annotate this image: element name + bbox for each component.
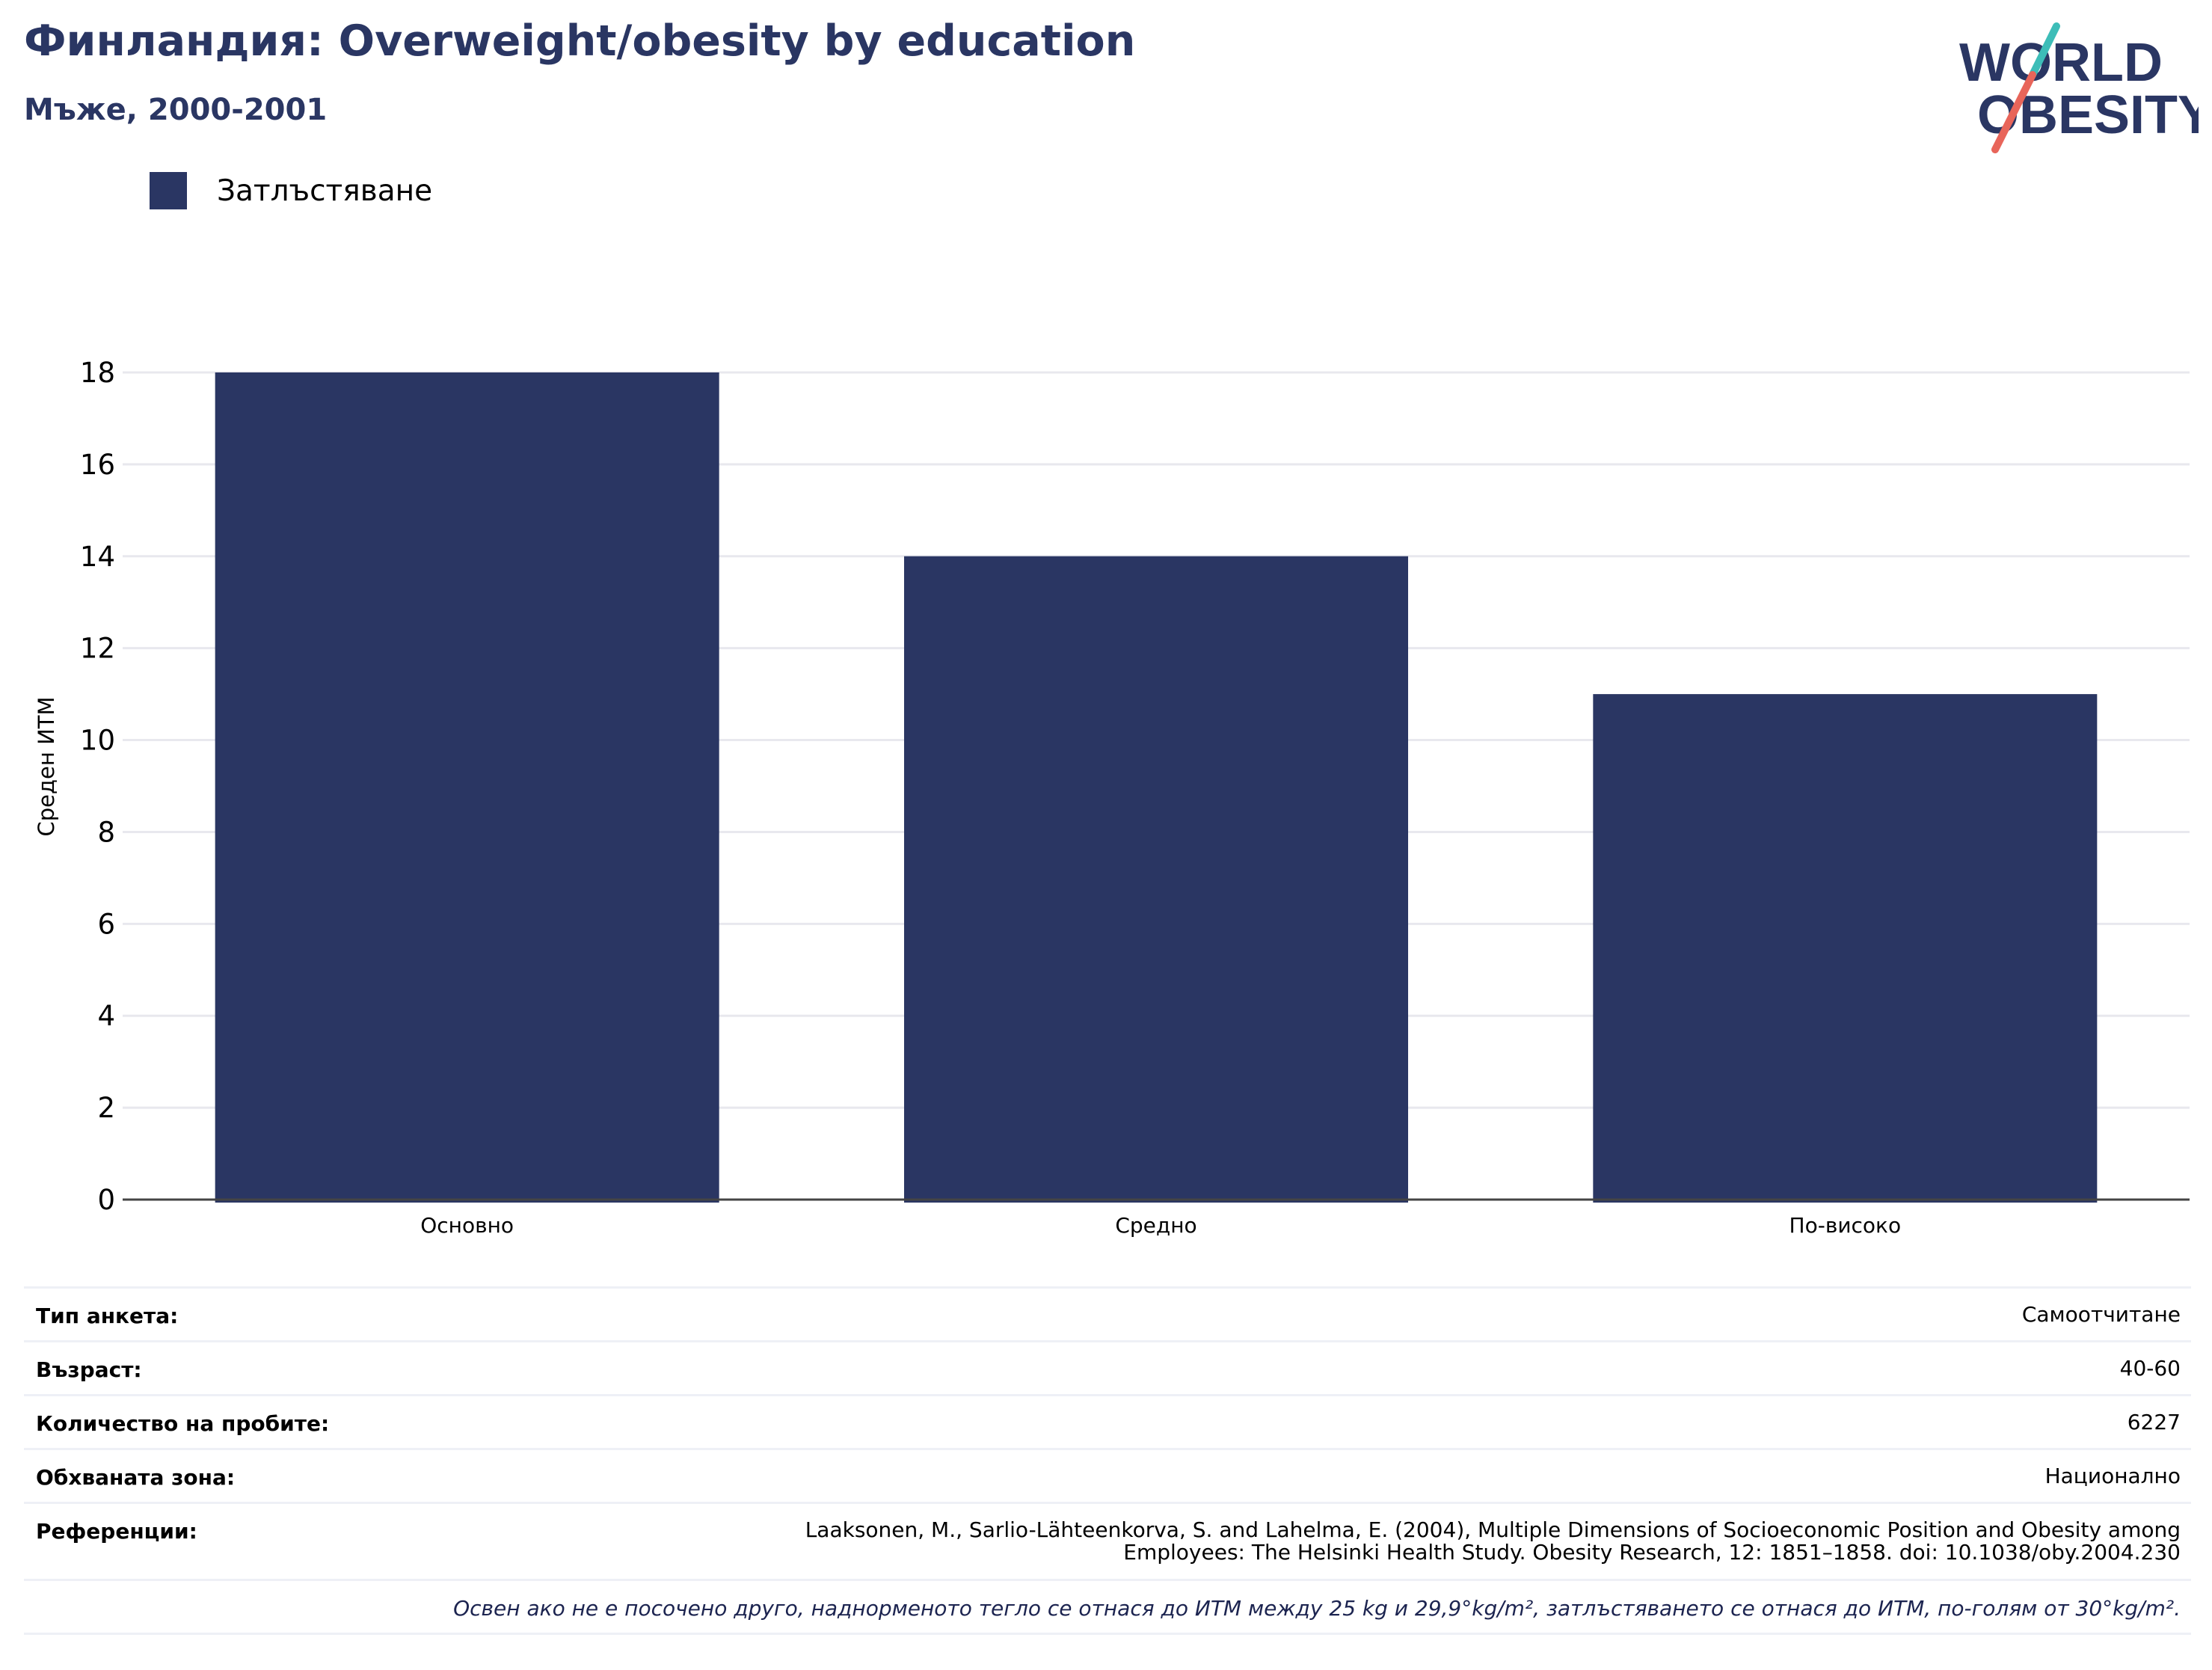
- y-tick-label: 18: [80, 357, 115, 389]
- meta-row-footnote: Освен ако не е посочено друго, наднормен…: [24, 1579, 2191, 1635]
- legend-swatch: [150, 172, 187, 209]
- chart-subtitle: Мъже, 2000-2001: [24, 93, 328, 127]
- meta-row-references: Референции: Laaksonen, M., Sarlio-Lähtee…: [24, 1502, 2191, 1579]
- meta-row-area: Обхваната зона: Национално: [24, 1448, 2191, 1502]
- meta-value-sample-size: 6227: [2127, 1410, 2181, 1434]
- y-tick-label: 0: [97, 1184, 115, 1216]
- meta-value-references: Laaksonen, M., Sarlio-Lähteenkorva, S. a…: [805, 1519, 2181, 1564]
- meta-row-age: Възраст: 40-60: [24, 1340, 2191, 1394]
- reference-line-2: Employees: The Helsinki Health Study. Ob…: [1123, 1540, 2181, 1565]
- bar-chart: 0 2 4 6 8 10 12 14 16 18 Основно Средно По-високо: [80, 357, 2190, 1238]
- y-tick-label: 4: [97, 1000, 115, 1032]
- meta-key-area: Обхваната зона:: [36, 1465, 236, 1490]
- x-tick-label: Основно: [420, 1213, 514, 1238]
- meta-row-survey-type: Тип анкета: Самоотчитане: [24, 1286, 2191, 1340]
- metadata-table: Тип анкета: Самоотчитане Възраст: 40-60 …: [24, 1286, 2191, 1635]
- y-tick-label: 8: [97, 816, 115, 848]
- meta-row-sample-size: Количество на пробите: 6227: [24, 1394, 2191, 1448]
- y-tick-label: 6: [97, 908, 115, 940]
- bar: [1593, 694, 2098, 1203]
- meta-value-area: Национално: [2044, 1464, 2181, 1488]
- meta-key-age: Възраст:: [36, 1357, 142, 1382]
- y-tick-label: 2: [97, 1092, 115, 1124]
- bar: [904, 556, 1408, 1203]
- meta-key-survey-type: Тип анкета:: [36, 1304, 179, 1328]
- definition-footnote: Освен ако не е посочено друго, наднормен…: [453, 1596, 2181, 1621]
- logo-text-world: WORLD: [1959, 33, 2163, 93]
- y-tick-label: 14: [80, 541, 115, 573]
- legend-label: Затлъстяване: [217, 174, 433, 208]
- y-tick-label: 10: [80, 725, 115, 757]
- meta-key-references: Референции:: [36, 1519, 197, 1544]
- y-tick-label: 16: [80, 449, 115, 481]
- world-obesity-logo: WORLD OBESITY: [1959, 22, 2199, 153]
- x-tick-label: Средно: [1115, 1213, 1196, 1238]
- logo-slash-teal: [2029, 22, 2060, 79]
- meta-value-survey-type: Самоотчитане: [2021, 1302, 2181, 1327]
- meta-value-age: 40-60: [2119, 1356, 2181, 1381]
- chart-title: Финландия: Overweight/obesity by educati…: [24, 16, 1136, 66]
- bar: [215, 372, 719, 1203]
- logo-slash-red: [1991, 71, 2036, 153]
- y-tick-label: 12: [80, 633, 115, 665]
- reference-line-1: Laaksonen, M., Sarlio-Lähteenkorva, S. a…: [805, 1517, 2181, 1542]
- chart-legend: Затлъстяване: [150, 172, 432, 209]
- x-tick-label: По-високо: [1789, 1213, 1902, 1238]
- meta-key-sample-size: Количество на пробите:: [36, 1411, 330, 1436]
